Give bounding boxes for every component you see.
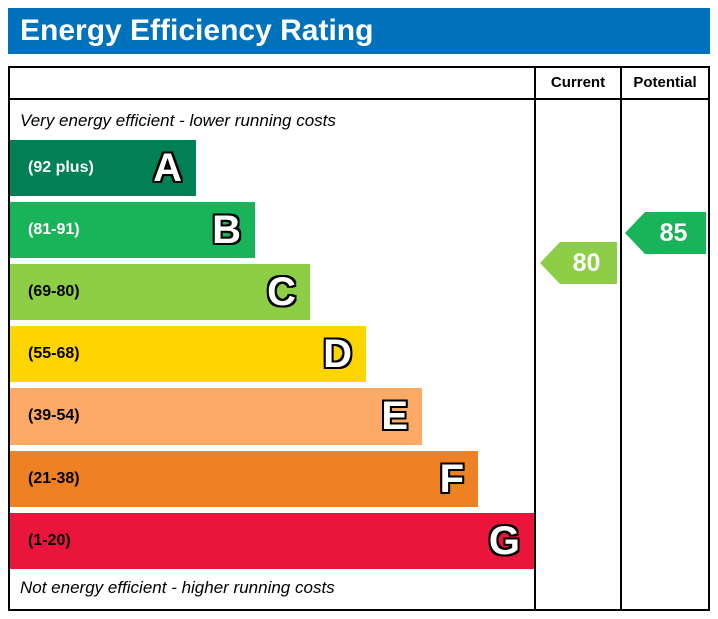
band-letter: C bbox=[267, 270, 296, 315]
band-range-label: (92 plus) bbox=[28, 158, 94, 176]
bottom-note: Not energy efficient - higher running co… bbox=[20, 578, 335, 597]
band-row-b: (81-91) B bbox=[10, 201, 255, 258]
header-spacer bbox=[10, 68, 534, 98]
band-range-label: (21-38) bbox=[28, 469, 80, 487]
band-row-e: (39-54) E bbox=[10, 388, 422, 445]
current-column-header: Current bbox=[534, 68, 620, 98]
band-range-label: (55-68) bbox=[28, 345, 80, 363]
potential-value: 85 bbox=[659, 218, 688, 247]
band-letter: F bbox=[439, 456, 464, 501]
band-row-d: (55-68) D bbox=[10, 326, 366, 383]
band-range-label: (69-80) bbox=[28, 283, 80, 301]
band-range-label: (1-20) bbox=[28, 531, 71, 549]
potential-indicator: 85 bbox=[625, 212, 706, 254]
band-letter: B bbox=[212, 207, 241, 252]
potential-column-header: Potential bbox=[620, 68, 708, 98]
potential-column: 85 bbox=[620, 100, 708, 609]
band-letter: A bbox=[153, 145, 182, 190]
current-indicator: 80 bbox=[540, 242, 617, 284]
top-note: Very energy efficient - lower running co… bbox=[20, 111, 336, 130]
band-row-f: (21-38) F bbox=[10, 450, 478, 507]
band-letter: E bbox=[381, 394, 408, 439]
band-range-label: (39-54) bbox=[28, 407, 80, 425]
current-value: 80 bbox=[572, 248, 601, 277]
band-range-label: (81-91) bbox=[28, 220, 80, 238]
current-column: 80 bbox=[534, 100, 620, 609]
bands-area: Very energy efficient - lower running co… bbox=[10, 100, 534, 609]
band-row-c: (69-80) C bbox=[10, 263, 310, 321]
page-title: Energy Efficiency Rating bbox=[20, 14, 374, 47]
title-bar: Energy Efficiency Rating bbox=[8, 8, 710, 54]
chart-body: Very energy efficient - lower running co… bbox=[10, 100, 708, 609]
band-letter: G bbox=[488, 518, 520, 563]
band-row-g: (1-20) G bbox=[10, 512, 534, 569]
chart-header: Current Potential bbox=[10, 68, 708, 100]
band-letter: D bbox=[323, 332, 352, 377]
energy-rating-chart: Current Potential Very energy efficient … bbox=[8, 66, 710, 611]
band-row-a: (92 plus) A bbox=[10, 139, 196, 196]
